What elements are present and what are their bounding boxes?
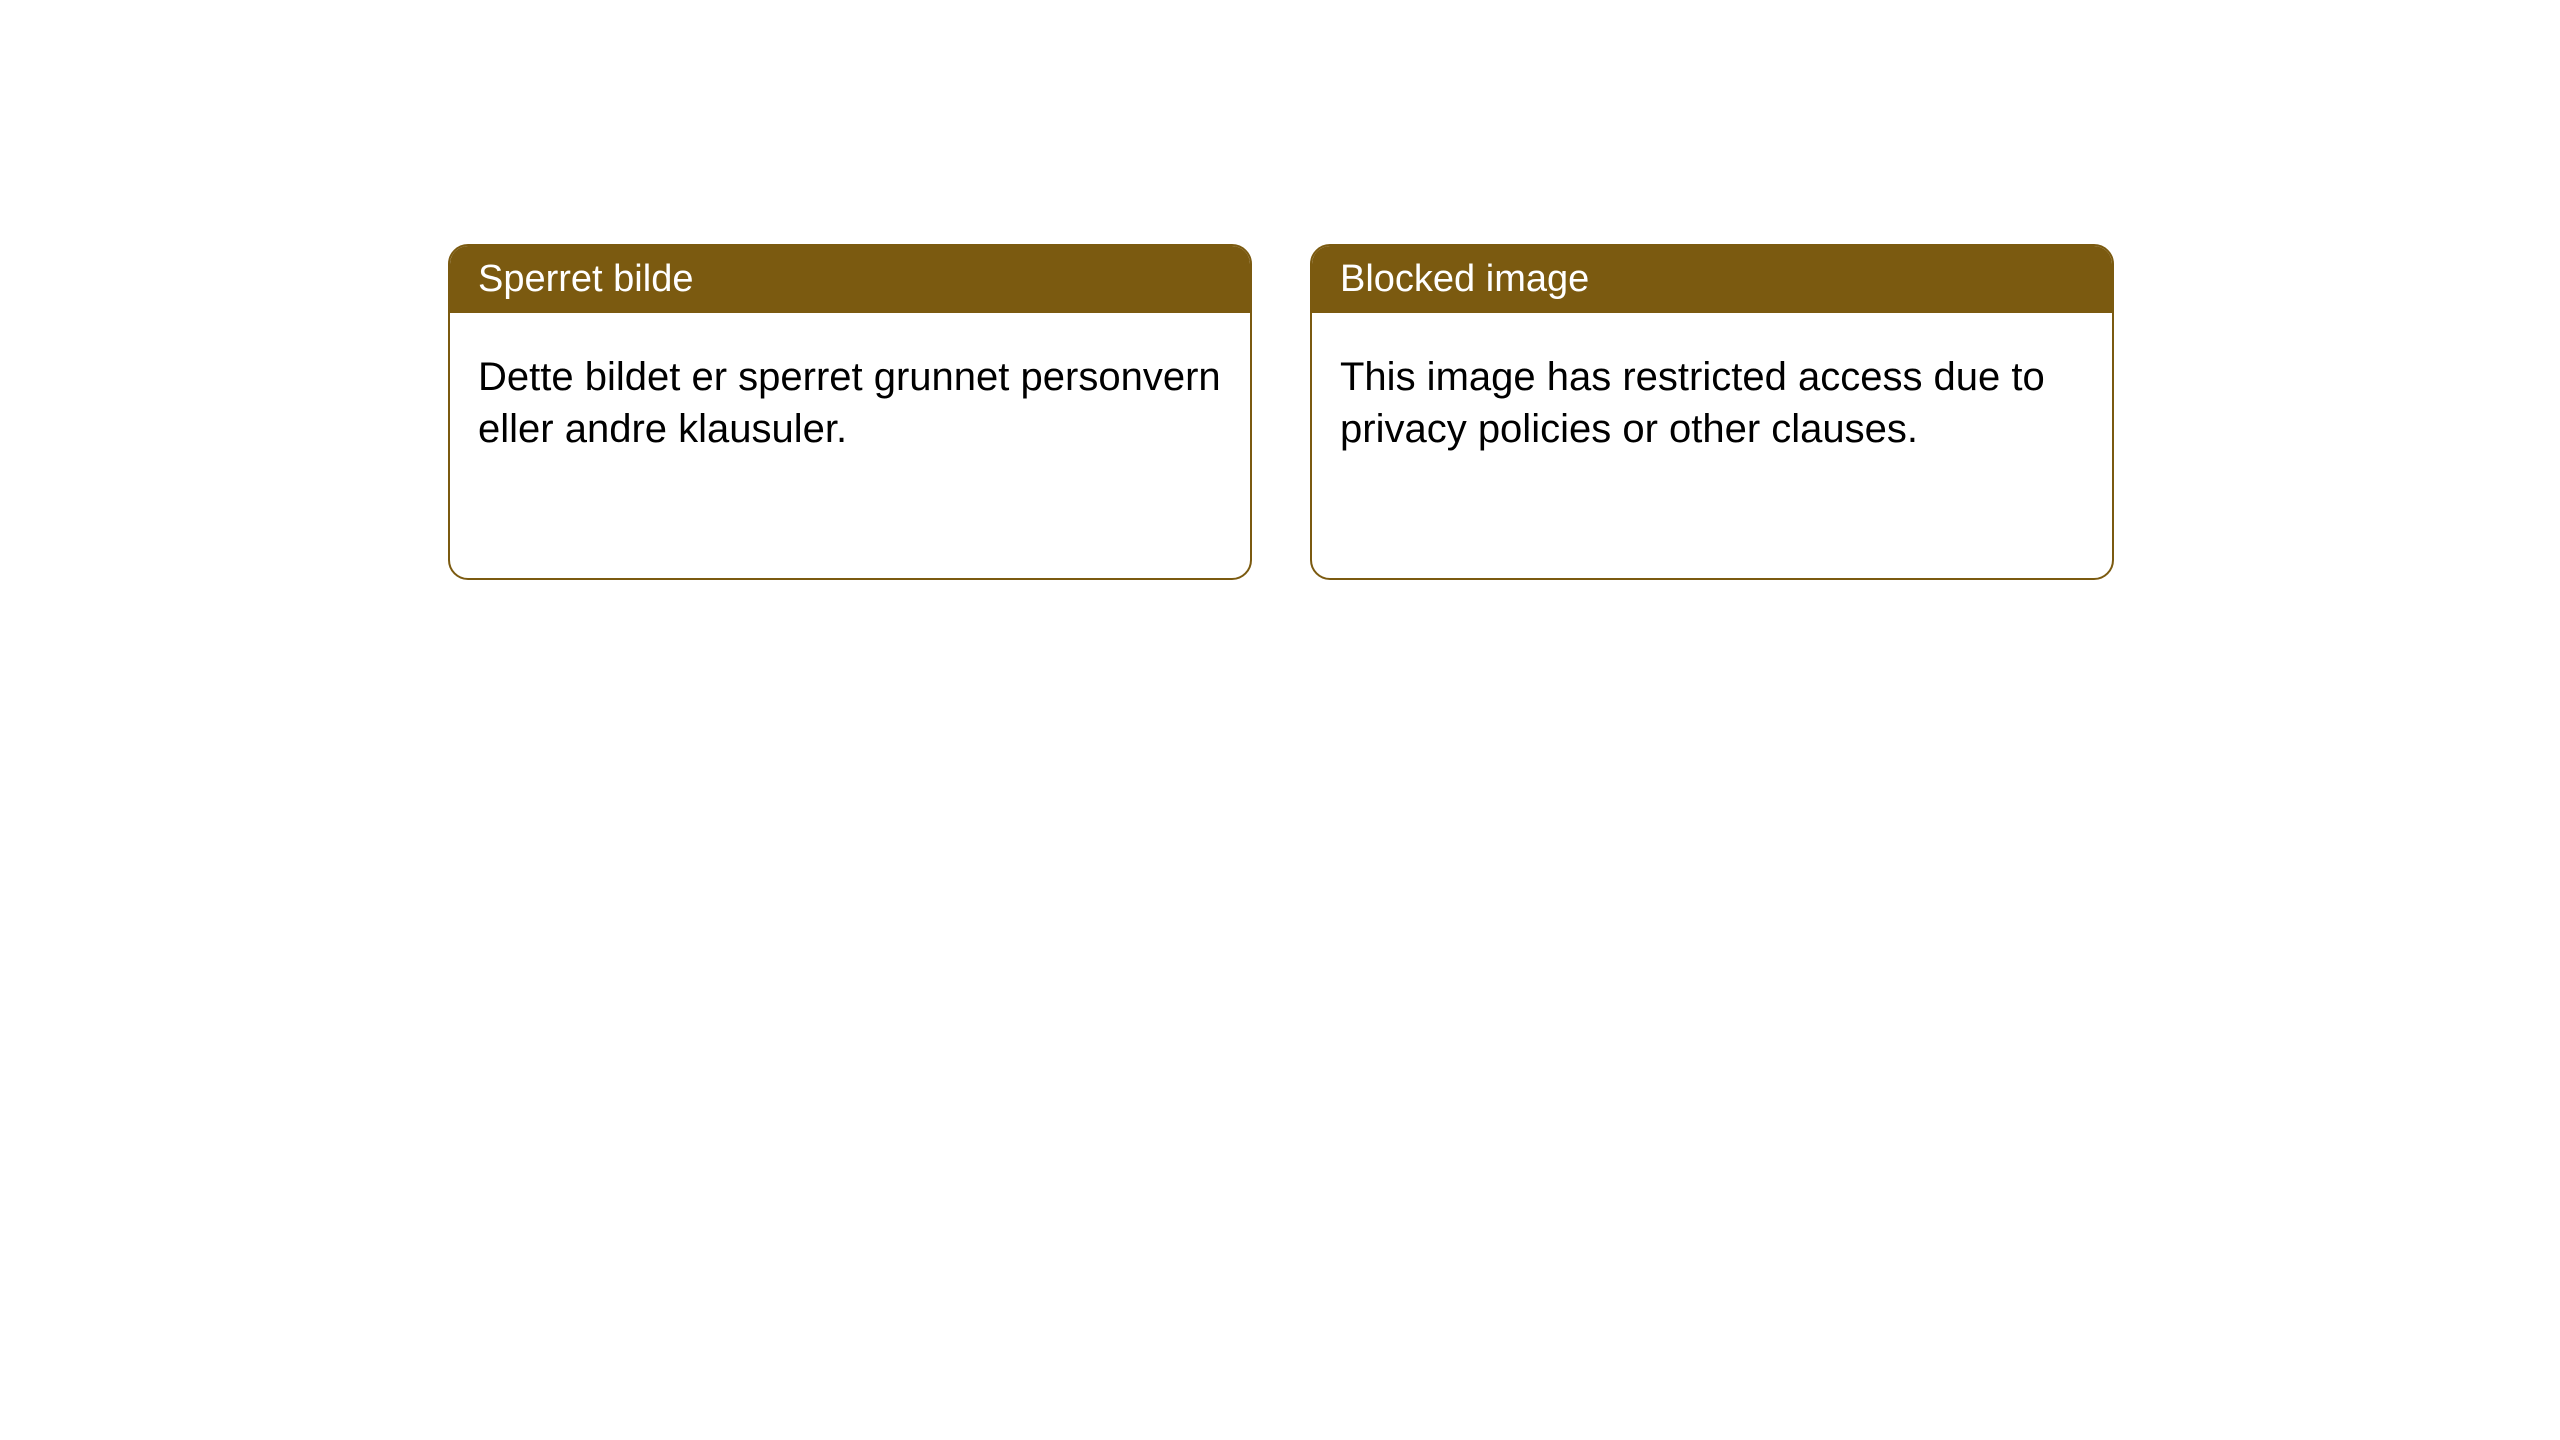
notice-card-norwegian: Sperret bilde Dette bildet er sperret gr… <box>448 244 1252 580</box>
notice-body: Dette bildet er sperret grunnet personve… <box>450 313 1250 493</box>
notice-card-english: Blocked image This image has restricted … <box>1310 244 2114 580</box>
notice-body: This image has restricted access due to … <box>1312 313 2112 493</box>
notice-header: Sperret bilde <box>450 246 1250 313</box>
notice-container: Sperret bilde Dette bildet er sperret gr… <box>0 0 2560 580</box>
notice-header: Blocked image <box>1312 246 2112 313</box>
